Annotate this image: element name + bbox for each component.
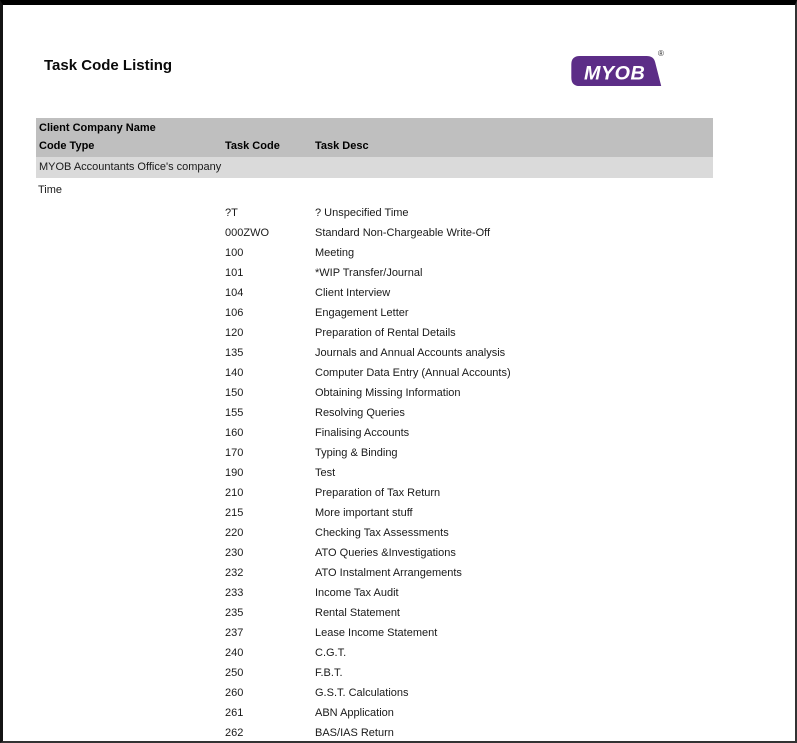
task-desc-cell: Checking Tax Assessments	[315, 527, 449, 539]
task-code-cell: 101	[225, 267, 244, 279]
task-desc-cell: Journals and Annual Accounts analysis	[315, 347, 506, 359]
task-code-list: ?T ? Unspecified Time 000ZWO Standard No…	[36, 203, 713, 741]
task-desc-cell: More important stuff	[315, 507, 413, 519]
table-row: 250 F.B.T.	[36, 663, 713, 683]
task-desc-cell: Test	[315, 467, 336, 479]
table-row: 220 Checking Tax Assessments	[36, 523, 713, 543]
client-company-row: MYOB Accountants Office's company	[36, 157, 713, 178]
task-code-cell: 250	[225, 667, 244, 679]
table-row: 215 More important stuff	[36, 503, 713, 523]
task-code-cell: 215	[225, 507, 244, 519]
task-desc-cell: Rental Statement	[315, 607, 400, 619]
task-desc-cell: Finalising Accounts	[315, 427, 410, 439]
table-row: 170 Typing & Binding	[36, 443, 713, 463]
table-row: ?T ? Unspecified Time	[36, 203, 713, 223]
task-code-cell: 100	[225, 247, 244, 259]
task-desc-cell: Engagement Letter	[315, 307, 409, 319]
client-company-name-header: Client Company Name	[39, 122, 156, 134]
table-row: 140 Computer Data Entry (Annual Accounts…	[36, 363, 713, 383]
task-code-cell: 120	[225, 327, 244, 339]
myob-logo-icon: MYOB	[571, 55, 662, 87]
myob-logo: MYOB	[568, 55, 668, 89]
task-desc-cell: ATO Queries &Investigations	[315, 547, 456, 559]
table-row: 190 Test	[36, 463, 713, 483]
task-desc-cell: ABN Application	[315, 707, 394, 719]
table-row: 232 ATO Instalment Arrangements	[36, 563, 713, 583]
task-desc-cell: Client Interview	[315, 287, 391, 299]
table-row: 210 Preparation of Tax Return	[36, 483, 713, 503]
task-code-cell: 240	[225, 647, 244, 659]
task-code-cell: 237	[225, 627, 244, 639]
table-row: 104 Client Interview	[36, 283, 713, 303]
page-title: Task Code Listing	[44, 57, 173, 74]
task-code-cell: 210	[225, 487, 244, 499]
table-row: 106 Engagement Letter	[36, 303, 713, 323]
table-row: 237 Lease Income Statement	[36, 623, 713, 643]
task-code-cell: 260	[225, 687, 244, 699]
table-row: 101 *WIP Transfer/Journal	[36, 263, 713, 283]
table-row: 135 Journals and Annual Accounts analysi…	[36, 343, 713, 363]
table-row: 240 C.G.T.	[36, 643, 713, 663]
task-desc-cell: ATO Instalment Arrangements	[315, 567, 462, 579]
task-code-column-header: Task Code	[225, 140, 280, 152]
table-row: 233 Income Tax Audit	[36, 583, 713, 603]
task-desc-cell: Obtaining Missing Information	[315, 387, 461, 399]
task-desc-cell: ? Unspecified Time	[315, 207, 409, 219]
task-code-cell: 230	[225, 547, 244, 559]
table-row: 230 ATO Queries &Investigations	[36, 543, 713, 563]
task-code-cell: 106	[225, 307, 244, 319]
task-desc-cell: Meeting	[315, 247, 355, 259]
table-row: 235 Rental Statement	[36, 603, 713, 623]
registered-trademark-icon: ®	[658, 49, 664, 58]
task-desc-cell: Typing & Binding	[315, 447, 398, 459]
task-desc-cell: G.S.T. Calculations	[315, 687, 409, 699]
task-code-cell: 170	[225, 447, 244, 459]
table-row: 000ZWO Standard Non-Chargeable Write-Off	[36, 223, 713, 243]
table-row: 261 ABN Application	[36, 703, 713, 723]
task-desc-cell: C.G.T.	[315, 647, 347, 659]
task-code-cell: 000ZWO	[225, 227, 270, 239]
code-type-column-header: Code Type	[39, 140, 95, 152]
task-code-cell: 104	[225, 287, 244, 299]
task-desc-column-header: Task Desc	[315, 140, 369, 152]
table-header-band: Client Company Name Code Type Task Code …	[36, 118, 713, 157]
table-row: 160 Finalising Accounts	[36, 423, 713, 443]
task-code-cell: 160	[225, 427, 244, 439]
table-row: 155 Resolving Queries	[36, 403, 713, 423]
task-code-cell: 261	[225, 707, 244, 719]
code-type-value: Time	[38, 184, 63, 196]
task-desc-cell: BAS/IAS Return	[315, 727, 394, 739]
task-code-cell: 150	[225, 387, 244, 399]
task-code-cell: 155	[225, 407, 244, 419]
task-code-cell: 262	[225, 727, 244, 739]
task-desc-cell: Computer Data Entry (Annual Accounts)	[315, 367, 511, 379]
table-row: 262 BAS/IAS Return	[36, 723, 713, 741]
task-code-cell: ?T	[225, 207, 238, 219]
task-desc-cell: Lease Income Statement	[315, 627, 438, 639]
task-code-cell: 220	[225, 527, 244, 539]
table-row: 150 Obtaining Missing Information	[36, 383, 713, 403]
task-desc-cell: Preparation of Tax Return	[315, 487, 441, 499]
task-code-cell: 235	[225, 607, 244, 619]
task-code-cell: 233	[225, 587, 244, 599]
task-desc-cell: Resolving Queries	[315, 407, 405, 419]
task-code-cell: 190	[225, 467, 244, 479]
table-row: 120 Preparation of Rental Details	[36, 323, 713, 343]
task-desc-cell: Preparation of Rental Details	[315, 327, 456, 339]
task-desc-cell: F.B.T.	[315, 667, 343, 679]
task-desc-cell: Income Tax Audit	[315, 587, 399, 599]
task-code-cell: 135	[225, 347, 244, 359]
myob-logo-text: MYOB	[584, 62, 645, 84]
task-desc-cell: *WIP Transfer/Journal	[315, 267, 423, 279]
task-desc-cell: Standard Non-Chargeable Write-Off	[315, 227, 491, 239]
table-row: 260 G.S.T. Calculations	[36, 683, 713, 703]
table-row: 100 Meeting	[36, 243, 713, 263]
task-code-cell: 140	[225, 367, 244, 379]
task-code-cell: 232	[225, 567, 244, 579]
